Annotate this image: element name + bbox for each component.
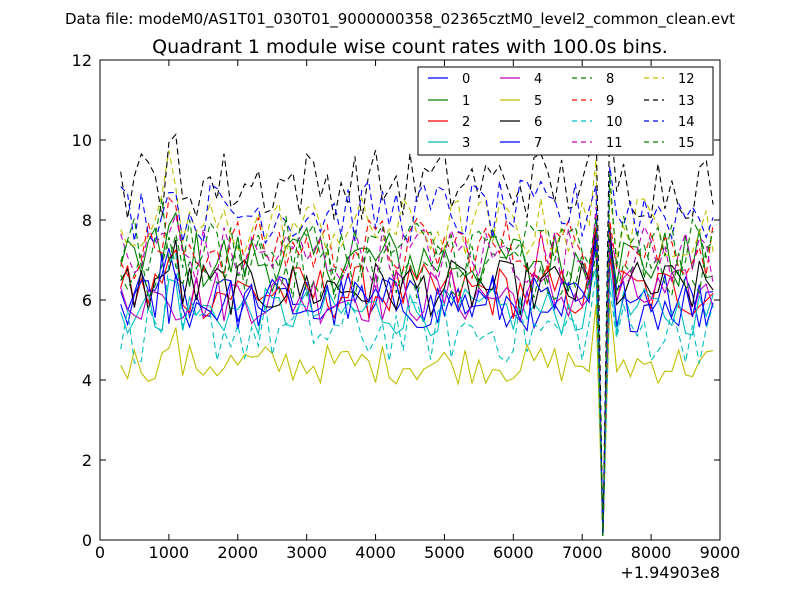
x-tick-label: 9000 — [700, 543, 741, 562]
series-line-8 — [120, 236, 714, 537]
series-line-12 — [120, 150, 714, 537]
series-line-2 — [120, 227, 714, 537]
x-offset-label: +1.94903e8 — [620, 563, 720, 582]
y-tick-label: 2 — [82, 451, 92, 470]
legend-label-3: 3 — [462, 136, 470, 151]
y-tick-label: 10 — [72, 131, 92, 150]
x-tick-label: 3000 — [286, 543, 327, 562]
legend-label-11: 11 — [606, 136, 623, 151]
legend-frame — [417, 66, 714, 156]
series-line-11 — [120, 206, 714, 537]
chart-title: Quadrant 1 module wise count rates with … — [152, 36, 668, 58]
legend-label-0: 0 — [462, 72, 470, 87]
legend-label-1: 1 — [462, 94, 470, 109]
series-group — [120, 111, 714, 537]
series-line-9 — [120, 196, 714, 537]
x-tick-label: 5000 — [424, 543, 465, 562]
y-tick-label: 4 — [82, 371, 92, 390]
y-tick-label: 8 — [82, 211, 92, 230]
series-line-1 — [120, 211, 714, 537]
series-line-5 — [120, 299, 714, 537]
series-line-6 — [120, 227, 714, 537]
legend-label-9: 9 — [606, 94, 614, 109]
y-tick-label: 0 — [82, 531, 92, 550]
legend-label-5: 5 — [534, 94, 542, 109]
legend-label-15: 15 — [678, 136, 695, 151]
legend-label-12: 12 — [678, 72, 695, 87]
x-tick-label: 2000 — [217, 543, 258, 562]
x-tick-label: 1000 — [149, 543, 190, 562]
series-line-13 — [120, 111, 714, 537]
legend-label-14: 14 — [678, 115, 695, 130]
series-line-15 — [120, 174, 714, 537]
series-line-7 — [120, 234, 714, 537]
x-tick-label: 4000 — [355, 543, 396, 562]
axis-ticks: 0 1000 2000 3000 4000 5000 6000 7000 8000 9000 0 2 4… — [72, 51, 741, 562]
x-tick-label: 8000 — [631, 543, 672, 562]
series-line-3 — [120, 266, 714, 537]
legend-label-4: 4 — [534, 72, 542, 87]
legend-label-10: 10 — [606, 115, 623, 130]
x-tick-label: 7000 — [562, 543, 603, 562]
legend-label-2: 2 — [462, 115, 470, 130]
figure-suptitle: Data file: modeM0/AS1T01_030T01_90000003… — [65, 10, 735, 29]
series-line-10 — [120, 251, 714, 537]
legend-label-8: 8 — [606, 72, 614, 87]
y-tick-label: 12 — [72, 51, 92, 70]
series-line-14 — [120, 166, 714, 537]
legend-label-6: 6 — [534, 115, 542, 130]
x-tick-label: 0 — [95, 543, 105, 562]
y-tick-label: 6 — [82, 291, 92, 310]
legend-label-13: 13 — [678, 94, 695, 109]
legend-label-7: 7 — [534, 136, 542, 151]
x-tick-label: 6000 — [493, 543, 534, 562]
